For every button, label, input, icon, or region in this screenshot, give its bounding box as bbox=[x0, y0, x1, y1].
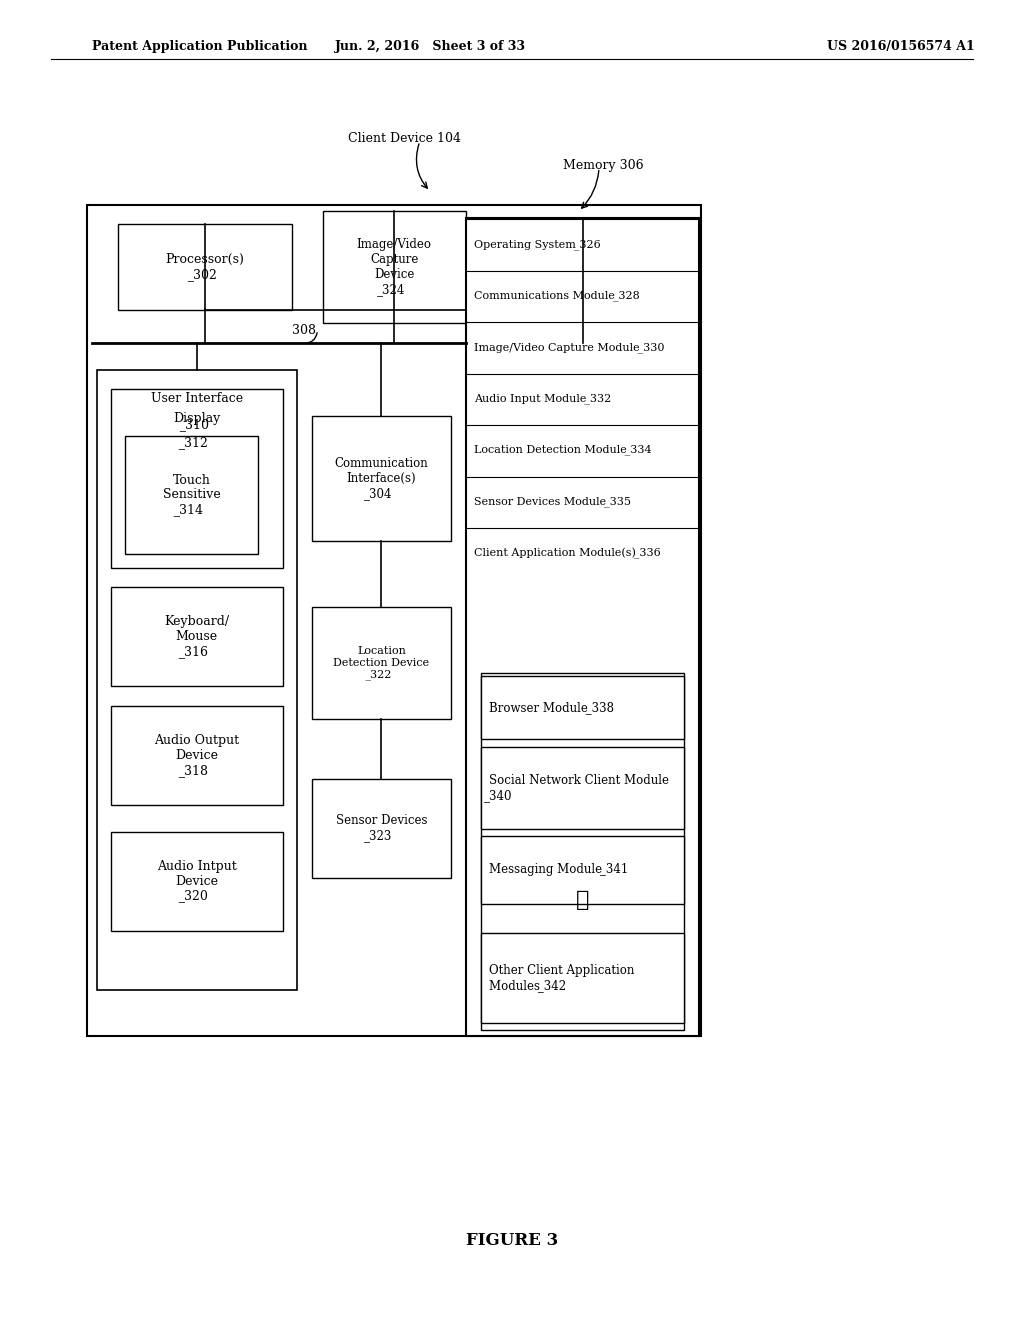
FancyBboxPatch shape bbox=[312, 416, 451, 541]
Text: FIGURE 3: FIGURE 3 bbox=[466, 1233, 558, 1249]
Text: ⋮: ⋮ bbox=[575, 890, 590, 911]
Text: Communications Module ̲328: Communications Module ̲328 bbox=[474, 290, 640, 301]
Text: Jun. 2, 2016   Sheet 3 of 33: Jun. 2, 2016 Sheet 3 of 33 bbox=[335, 40, 525, 53]
FancyBboxPatch shape bbox=[97, 370, 297, 990]
Text: Audio Output
Device
̲318: Audio Output Device ̲318 bbox=[154, 734, 240, 777]
Text: Image/Video
Capture
Device
̲324: Image/Video Capture Device ̲324 bbox=[356, 239, 432, 296]
FancyBboxPatch shape bbox=[481, 747, 684, 829]
FancyBboxPatch shape bbox=[481, 676, 684, 739]
Text: Touch
Sensitive
̲314: Touch Sensitive ̲314 bbox=[163, 474, 220, 516]
FancyBboxPatch shape bbox=[111, 389, 283, 568]
Text: Browser Module ̲338: Browser Module ̲338 bbox=[489, 701, 614, 714]
Text: Audio Intput
Device
̲320: Audio Intput Device ̲320 bbox=[157, 859, 237, 903]
FancyBboxPatch shape bbox=[118, 224, 292, 310]
FancyBboxPatch shape bbox=[312, 779, 451, 878]
Text: Sensor Devices Module ̲335: Sensor Devices Module ̲335 bbox=[474, 496, 631, 507]
Text: Communication
Interface(s)
̲304: Communication Interface(s) ̲304 bbox=[335, 457, 428, 500]
FancyBboxPatch shape bbox=[481, 673, 684, 1030]
Text: Memory 306: Memory 306 bbox=[563, 158, 644, 172]
FancyBboxPatch shape bbox=[111, 587, 283, 686]
Text: ̲312: ̲312 bbox=[184, 436, 209, 449]
Text: Processor(s)
̲302: Processor(s) ̲302 bbox=[165, 253, 245, 281]
Text: Display: Display bbox=[173, 412, 220, 425]
Text: Image/Video Capture Module ̲330: Image/Video Capture Module ̲330 bbox=[474, 342, 665, 352]
FancyBboxPatch shape bbox=[481, 836, 684, 904]
Text: ̲310: ̲310 bbox=[185, 418, 209, 432]
Text: Operating System ̲326: Operating System ̲326 bbox=[474, 239, 601, 249]
FancyBboxPatch shape bbox=[323, 211, 466, 323]
Text: Sensor Devices
̲323: Sensor Devices ̲323 bbox=[336, 814, 427, 842]
Text: Audio Input Module ̲332: Audio Input Module ̲332 bbox=[474, 393, 611, 404]
Text: US 2016/0156574 A1: US 2016/0156574 A1 bbox=[827, 40, 975, 53]
Text: User Interface: User Interface bbox=[152, 392, 243, 405]
Text: Client Device 104: Client Device 104 bbox=[348, 132, 461, 145]
Text: Patent Application Publication: Patent Application Publication bbox=[92, 40, 307, 53]
FancyBboxPatch shape bbox=[466, 218, 699, 1036]
FancyBboxPatch shape bbox=[111, 706, 283, 805]
Text: Messaging Module ̲341: Messaging Module ̲341 bbox=[489, 863, 629, 876]
Text: Location
Detection Device
̲322: Location Detection Device ̲322 bbox=[334, 647, 429, 680]
FancyBboxPatch shape bbox=[125, 436, 258, 554]
FancyBboxPatch shape bbox=[312, 607, 451, 719]
Text: 308: 308 bbox=[292, 323, 315, 337]
Text: Other Client Application
Modules ̲342: Other Client Application Modules ̲342 bbox=[489, 964, 635, 993]
Text: Location Detection Module ̲334: Location Detection Module ̲334 bbox=[474, 445, 651, 455]
Text: Client Application Module(s) ̲336: Client Application Module(s) ̲336 bbox=[474, 548, 660, 558]
FancyBboxPatch shape bbox=[481, 933, 684, 1023]
Text: Keyboard/
Mouse
̲316: Keyboard/ Mouse ̲316 bbox=[164, 615, 229, 659]
FancyBboxPatch shape bbox=[111, 832, 283, 931]
Text: Social Network Client Module
̲340: Social Network Client Module ̲340 bbox=[489, 774, 670, 803]
